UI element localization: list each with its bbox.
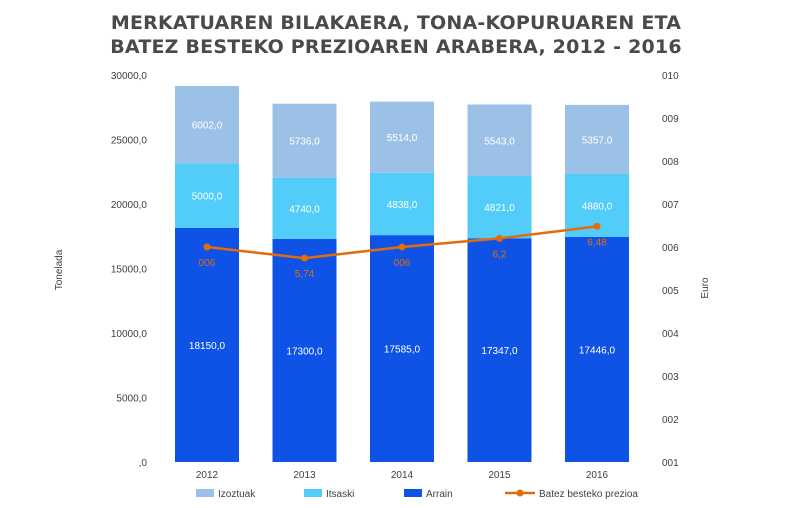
legend-swatch: [304, 489, 322, 497]
chart-title-line-1: MERKATUAREN BILAKAERA, TONA-KOPURUAREN E…: [111, 12, 681, 34]
legend-label: Batez besteko prezioa: [539, 489, 638, 500]
bar-value-label: 6002,0: [192, 121, 223, 132]
y-tick-label: 25000,0: [111, 136, 148, 147]
price-point: [593, 222, 601, 230]
bar-izoztuak-2015: [467, 104, 532, 177]
y-tick-label: 20000,0: [111, 200, 148, 211]
price-point-label: 6,48: [587, 237, 607, 248]
bar-izoztuak-2013: [272, 103, 337, 178]
y2-tick-label: 004: [662, 329, 679, 340]
bar-value-label: 17347,0: [481, 346, 518, 357]
bar-value-label: 4880,0: [582, 201, 613, 212]
bar-itsaski-2014: [370, 172, 434, 236]
bar-arrain-2013: [272, 238, 337, 462]
y2-tick-label: 003: [662, 372, 679, 383]
bar-value-label: 17585,0: [384, 345, 421, 356]
chart-title: MERKATUAREN BILAKAERA, TONA-KOPURUAREN E…: [110, 12, 682, 58]
bar-value-label: 5514,0: [387, 133, 418, 144]
bar-value-label: 5000,0: [192, 192, 223, 203]
y-axis-ticks: ,0 5000,0 10000,0 15000,0 20000,0 25000,0 3000…: [111, 71, 148, 469]
y2-axis-ticks: 001 002 003 004 005 006 007 008 009 010: [662, 71, 679, 469]
legend-label: Itsaski: [326, 489, 354, 500]
bar-arrain-2014: [370, 235, 434, 462]
bar-itsaski-2013: [272, 177, 337, 239]
bar-itsaski-2012: [175, 163, 239, 228]
bar-itsaski-2015: [467, 176, 532, 239]
y2-tick-label: 006: [662, 243, 679, 254]
bar-izoztuak-2016: [565, 104, 629, 174]
bar-value-label: 18150,0: [189, 341, 226, 352]
y-tick-label: 10000,0: [111, 329, 148, 340]
y-tick-label: 15000,0: [111, 265, 148, 276]
y2-tick-label: 008: [662, 157, 679, 168]
bar-value-label: 5543,0: [484, 136, 515, 147]
legend-label: Izoztuak: [218, 489, 256, 500]
bar-izoztuak-2014: [370, 101, 434, 173]
x-tick-label: 2015: [488, 470, 511, 481]
y-tick-label: ,0: [139, 458, 148, 469]
legend-label: Arrain: [426, 489, 453, 500]
price-point: [203, 243, 211, 251]
bar-izoztuak-2012: [175, 85, 239, 164]
price-point: [398, 243, 406, 251]
y2-tick-label: 001: [662, 458, 679, 469]
x-axis-ticks: 2012 2013 2014 2015 2016: [196, 470, 609, 481]
bars: [175, 85, 629, 462]
legend-swatch: [196, 489, 214, 497]
x-tick-label: 2014: [391, 470, 414, 481]
y2-tick-label: 002: [662, 415, 679, 426]
price-point: [301, 254, 308, 262]
bar-arrain-2012: [175, 227, 239, 462]
price-line: 006 5,74 006 6,2 6,48: [199, 222, 607, 280]
price-point-label: 006: [394, 258, 411, 269]
bar-value-label: 17300,0: [286, 346, 323, 357]
x-tick-label: 2013: [293, 470, 316, 481]
price-point-label: 6,2: [493, 249, 507, 260]
y2-tick-label: 005: [662, 286, 679, 297]
legend-swatch: [404, 489, 422, 497]
y-axis-title: Tonelada: [54, 249, 65, 290]
bar-value-label: 5736,0: [289, 137, 320, 148]
bar-value-label: 5357,0: [582, 135, 613, 146]
bar-arrain-2016: [565, 236, 629, 462]
legend: Izoztuak Itsaski Arrain Batez besteko prezi…: [196, 489, 638, 500]
y2-tick-label: 007: [662, 200, 679, 211]
x-tick-label: 2012: [196, 470, 219, 481]
y2-tick-label: 010: [662, 71, 679, 82]
price-point: [496, 234, 503, 242]
x-tick-label: 2016: [586, 470, 609, 481]
bar-arrain-2015: [467, 238, 532, 462]
legend-swatch-marker: [516, 489, 524, 497]
y-tick-label: 30000,0: [111, 71, 148, 82]
bar-labels: 18150,0 5000,0 6002,0 17300,0 4740,0 5736,0 17…: [189, 121, 616, 358]
y2-axis-title: Euro: [700, 277, 711, 299]
bar-value-label: 4838,0: [387, 200, 418, 211]
bar-value-label: 4821,0: [484, 203, 515, 214]
price-point-label: 5,74: [295, 269, 315, 280]
bar-value-label: 4740,0: [289, 204, 320, 215]
price-point-label: 006: [199, 258, 216, 269]
y-tick-label: 5000,0: [116, 394, 147, 405]
chart-title-line-2: BATEZ BESTEKO PREZIOAREN ARABERA, 2012 -…: [110, 36, 682, 58]
bar-value-label: 17446,0: [579, 345, 616, 356]
y2-tick-label: 009: [662, 114, 679, 125]
